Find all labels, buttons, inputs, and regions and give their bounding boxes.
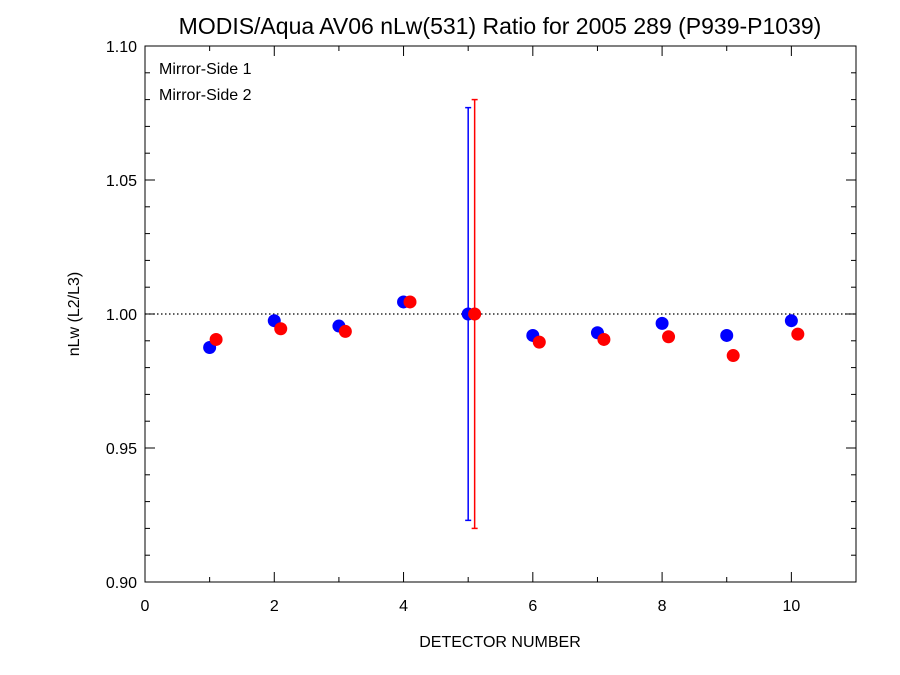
y-tick-label: 1.10 bbox=[106, 39, 137, 56]
data-marks bbox=[203, 98, 805, 530]
x-axis-label: DETECTOR NUMBER bbox=[419, 634, 581, 651]
legend-mirror-side-1: Mirror-Side 1 bbox=[159, 61, 252, 78]
data-point-series-2 bbox=[791, 327, 805, 341]
x-tick-label: 8 bbox=[658, 598, 667, 615]
data-point-series-2 bbox=[532, 335, 546, 349]
legend-mirror-side-2: Mirror-Side 2 bbox=[159, 87, 252, 104]
legend: Mirror-Side 1 Mirror-Side 2 bbox=[159, 61, 252, 104]
axis-ticks: 0 2 4 6 8 10 0.90 0.95 1.00 1.05 1.10 bbox=[106, 39, 857, 615]
y-tick-label: 1.00 bbox=[106, 307, 137, 324]
x-tick-label: 10 bbox=[782, 598, 800, 615]
data-point-series-1 bbox=[784, 314, 798, 328]
data-point-series-2 bbox=[468, 307, 482, 321]
data-point-series-1 bbox=[655, 316, 669, 330]
x-tick-label: 0 bbox=[141, 598, 150, 615]
data-point-series-2 bbox=[338, 324, 352, 338]
y-tick-label: 1.05 bbox=[106, 173, 137, 190]
data-point-series-2 bbox=[597, 332, 611, 346]
data-point-series-2 bbox=[662, 330, 676, 344]
data-point-series-1 bbox=[720, 328, 734, 342]
y-tick-label: 0.90 bbox=[106, 575, 137, 592]
y-axis-label: nLw (L2/L3) bbox=[66, 272, 83, 357]
x-tick-label: 4 bbox=[399, 598, 408, 615]
data-point-series-2 bbox=[209, 332, 223, 346]
chart-title: MODIS/Aqua AV06 nLw(531) Ratio for 2005 … bbox=[179, 13, 822, 39]
x-tick-label: 6 bbox=[528, 598, 537, 615]
x-tick-label: 2 bbox=[270, 598, 279, 615]
y-tick-label: 0.95 bbox=[106, 441, 137, 458]
data-point-series-2 bbox=[726, 349, 740, 363]
data-point-series-2 bbox=[274, 322, 288, 336]
data-point-series-2 bbox=[403, 295, 417, 309]
